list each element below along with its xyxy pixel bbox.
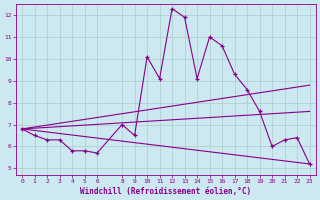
X-axis label: Windchill (Refroidissement éolien,°C): Windchill (Refroidissement éolien,°C) bbox=[80, 187, 252, 196]
